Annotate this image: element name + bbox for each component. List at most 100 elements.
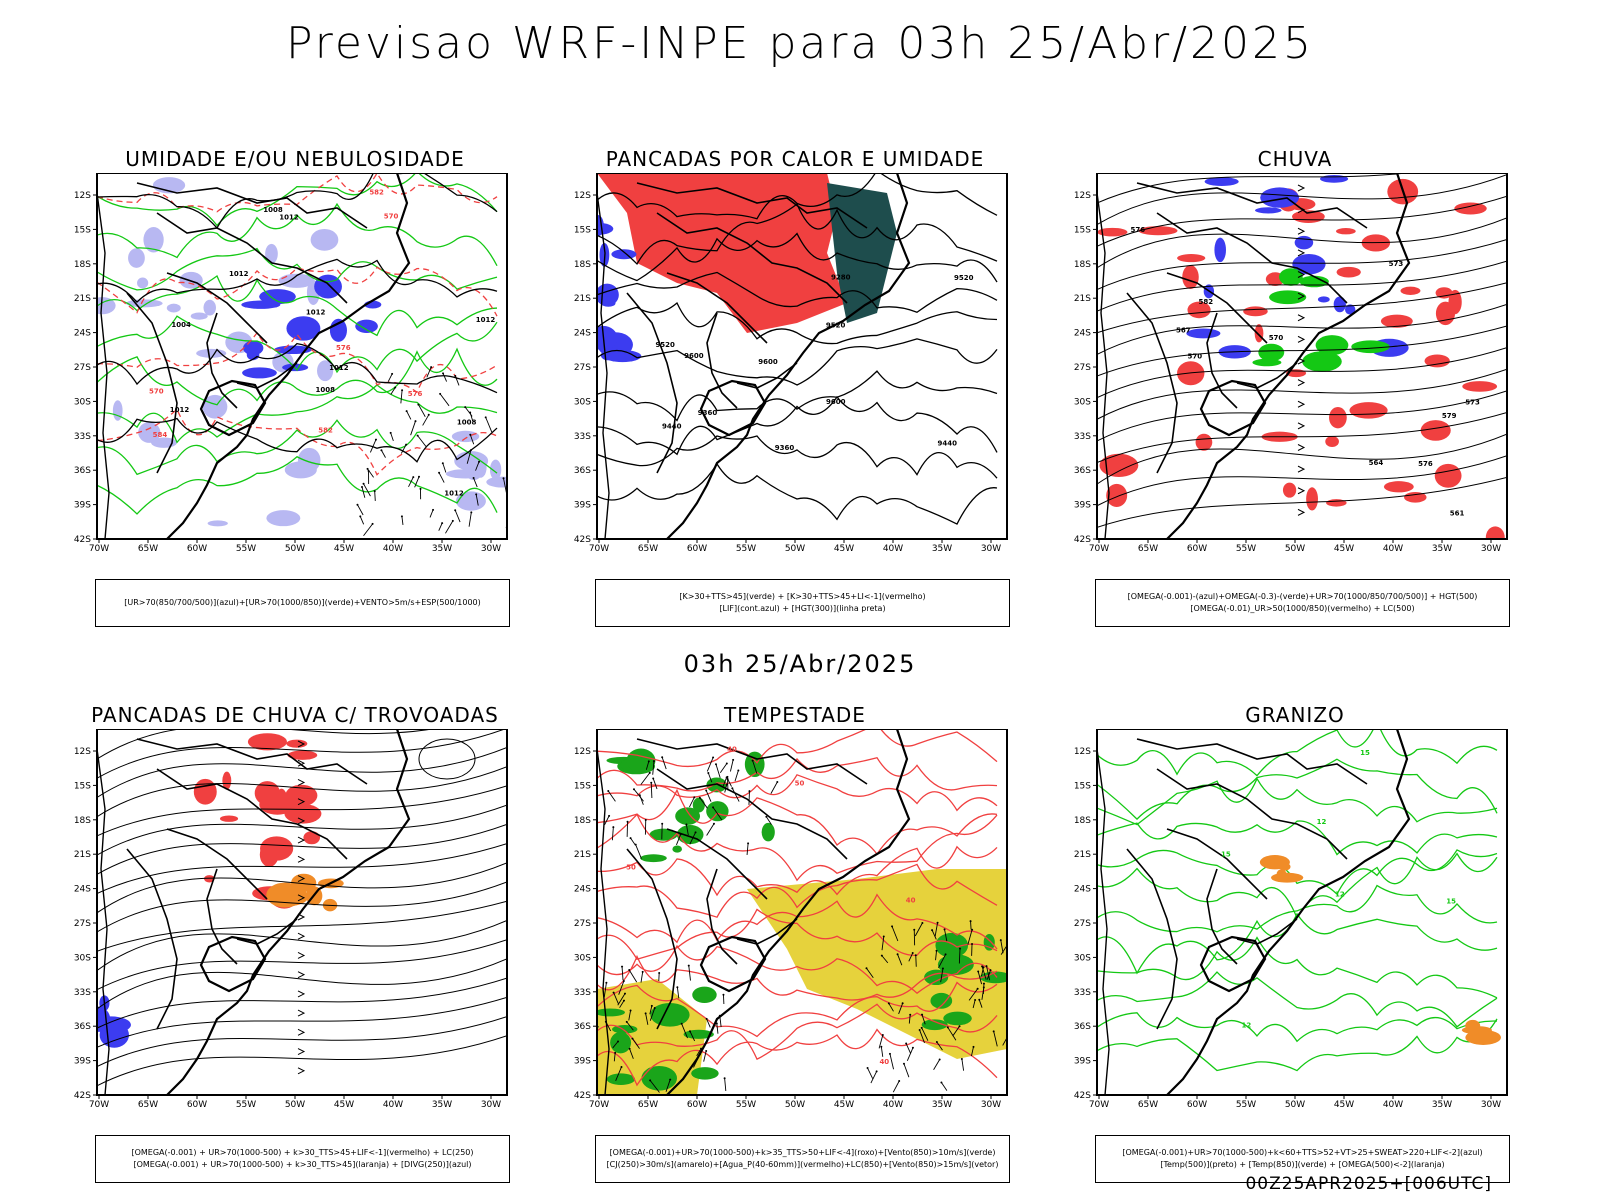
wind-vector-head: [898, 1080, 900, 1082]
lon-tick-label: 35W: [432, 1100, 452, 1110]
contour-label: 50: [626, 863, 636, 871]
lon-tick-label: 45W: [334, 544, 354, 554]
wind-vector-head: [650, 782, 652, 784]
lon-tick-label: 70W: [89, 1100, 109, 1110]
field-patch: [692, 987, 716, 1003]
legend-line: [LIF](cont.azul) + [HGT(300)](linha pret…: [719, 603, 885, 615]
wind-vector-head: [661, 823, 663, 825]
field-patch: [303, 831, 320, 844]
field-patch: [1462, 381, 1497, 392]
contour-label: 12: [1317, 818, 1327, 826]
lon-tick-label: 60W: [687, 544, 707, 554]
field-patch: [355, 320, 378, 333]
wind-vector: [375, 491, 376, 501]
legend-box: [K>30+TTS>45](verde) + [K>30+TTS>45+LI<-…: [595, 579, 1010, 627]
legend-box: [UR>70(850/700/500)](azul)+[UR>70(1000/8…: [95, 579, 510, 627]
field-patch: [1336, 228, 1356, 234]
lon-tick-label: 65W: [638, 1100, 658, 1110]
lat-tick-label: 18S: [1074, 260, 1091, 270]
lat-tick-label: 30S: [74, 953, 91, 963]
legend-line: [Temp(500)](preto) + [Temp(850)](verde) …: [1160, 1159, 1444, 1171]
wind-vector-head: [913, 929, 915, 931]
contour-label: 1008: [457, 418, 477, 426]
field-patch: [1384, 481, 1414, 492]
field-patch: [601, 300, 615, 307]
wind-vector-head: [689, 1030, 691, 1032]
contour-label: 573: [1465, 398, 1480, 406]
contour-label: 9360: [775, 444, 795, 452]
wind-vector-head: [418, 476, 420, 478]
wind-vector-head: [645, 1012, 647, 1014]
lon-tick-label: 60W: [1187, 544, 1207, 554]
wind-vector-head: [974, 999, 976, 1001]
wind-vector-head: [882, 1034, 884, 1036]
lon-tick-label: 50W: [785, 544, 805, 554]
contour-label: 582: [318, 426, 333, 434]
lon-tick-label: 35W: [432, 544, 452, 554]
contour-label: 1012: [444, 489, 464, 497]
contour-label: 579: [1442, 412, 1457, 420]
contour-label: 576: [336, 344, 351, 352]
lat-tick-label: 33S: [1074, 432, 1091, 442]
lon-tick-label: 40W: [883, 1100, 903, 1110]
wind-vector-head: [970, 920, 972, 922]
wind-vector-head: [441, 522, 443, 524]
wind-vector-head: [473, 477, 475, 479]
wind-vector-head: [454, 509, 456, 511]
wind-vector-head: [947, 1026, 949, 1028]
lat-tick-label: 24S: [74, 885, 91, 895]
lat-tick-label: 15S: [574, 781, 591, 791]
lon-tick-label: 35W: [932, 1100, 952, 1110]
lon-tick-label: 55W: [736, 544, 756, 554]
lat-tick-label: 33S: [574, 432, 591, 442]
lon-tick-label: 55W: [236, 1100, 256, 1110]
field-patch: [762, 823, 775, 842]
wind-vector-head: [454, 375, 456, 377]
wind-vector-head: [658, 972, 660, 974]
field-patch: [693, 798, 705, 813]
contour-label: 576: [1131, 226, 1146, 234]
wind-vector-head: [936, 1041, 938, 1043]
wind-vector-head: [891, 925, 893, 927]
wind-vector-head: [942, 968, 944, 970]
wind-vector-head: [959, 948, 961, 950]
lat-tick-label: 21S: [74, 850, 91, 860]
wind-vector-head: [475, 493, 477, 495]
field-patch: [627, 749, 656, 773]
wind-vector-head: [977, 988, 979, 990]
contour-label: 9440: [938, 439, 958, 447]
wind-vector-head: [726, 762, 728, 764]
wind-vector-head: [705, 789, 707, 791]
contour-label: 576: [1418, 460, 1433, 468]
legend-line: [UR>70(850/700/500)](azul)+[UR>70(1000/8…: [124, 597, 481, 609]
wind-vector-head: [417, 404, 419, 406]
contour-label: 564: [1369, 459, 1384, 467]
wind-vector-head: [372, 523, 374, 525]
lon-tick-label: 65W: [138, 544, 158, 554]
lat-tick-label: 12S: [574, 747, 591, 757]
field-patch: [196, 349, 226, 358]
lat-tick-label: 15S: [1074, 781, 1091, 791]
lon-tick-label: 30W: [481, 1100, 501, 1110]
lat-tick-label: 33S: [74, 988, 91, 998]
lat-tick-label: 36S: [1074, 466, 1091, 476]
wind-vector-head: [978, 999, 980, 1001]
wind-vector-head: [651, 1005, 653, 1007]
wind-vector: [749, 791, 750, 805]
field-patch: [1329, 407, 1347, 428]
field-patch: [1196, 434, 1213, 451]
wind-vector-head: [503, 477, 505, 479]
lon-tick-label: 65W: [638, 544, 658, 554]
wind-vector-head: [430, 366, 432, 368]
wind-vector-head: [921, 1027, 923, 1029]
lon-tick-label: 30W: [981, 1100, 1001, 1110]
lat-tick-label: 18S: [574, 816, 591, 826]
lon-tick-label: 70W: [589, 1100, 609, 1110]
wind-vector-head: [380, 449, 382, 451]
wind-vector-head: [993, 1030, 995, 1032]
legend-box: [OMEGA(-0.001)+UR>70(1000-500)+k<60+TTS>…: [1095, 1135, 1510, 1183]
field-patch: [1214, 238, 1226, 263]
field-patch: [220, 815, 238, 821]
wind-vector-head: [752, 760, 754, 762]
